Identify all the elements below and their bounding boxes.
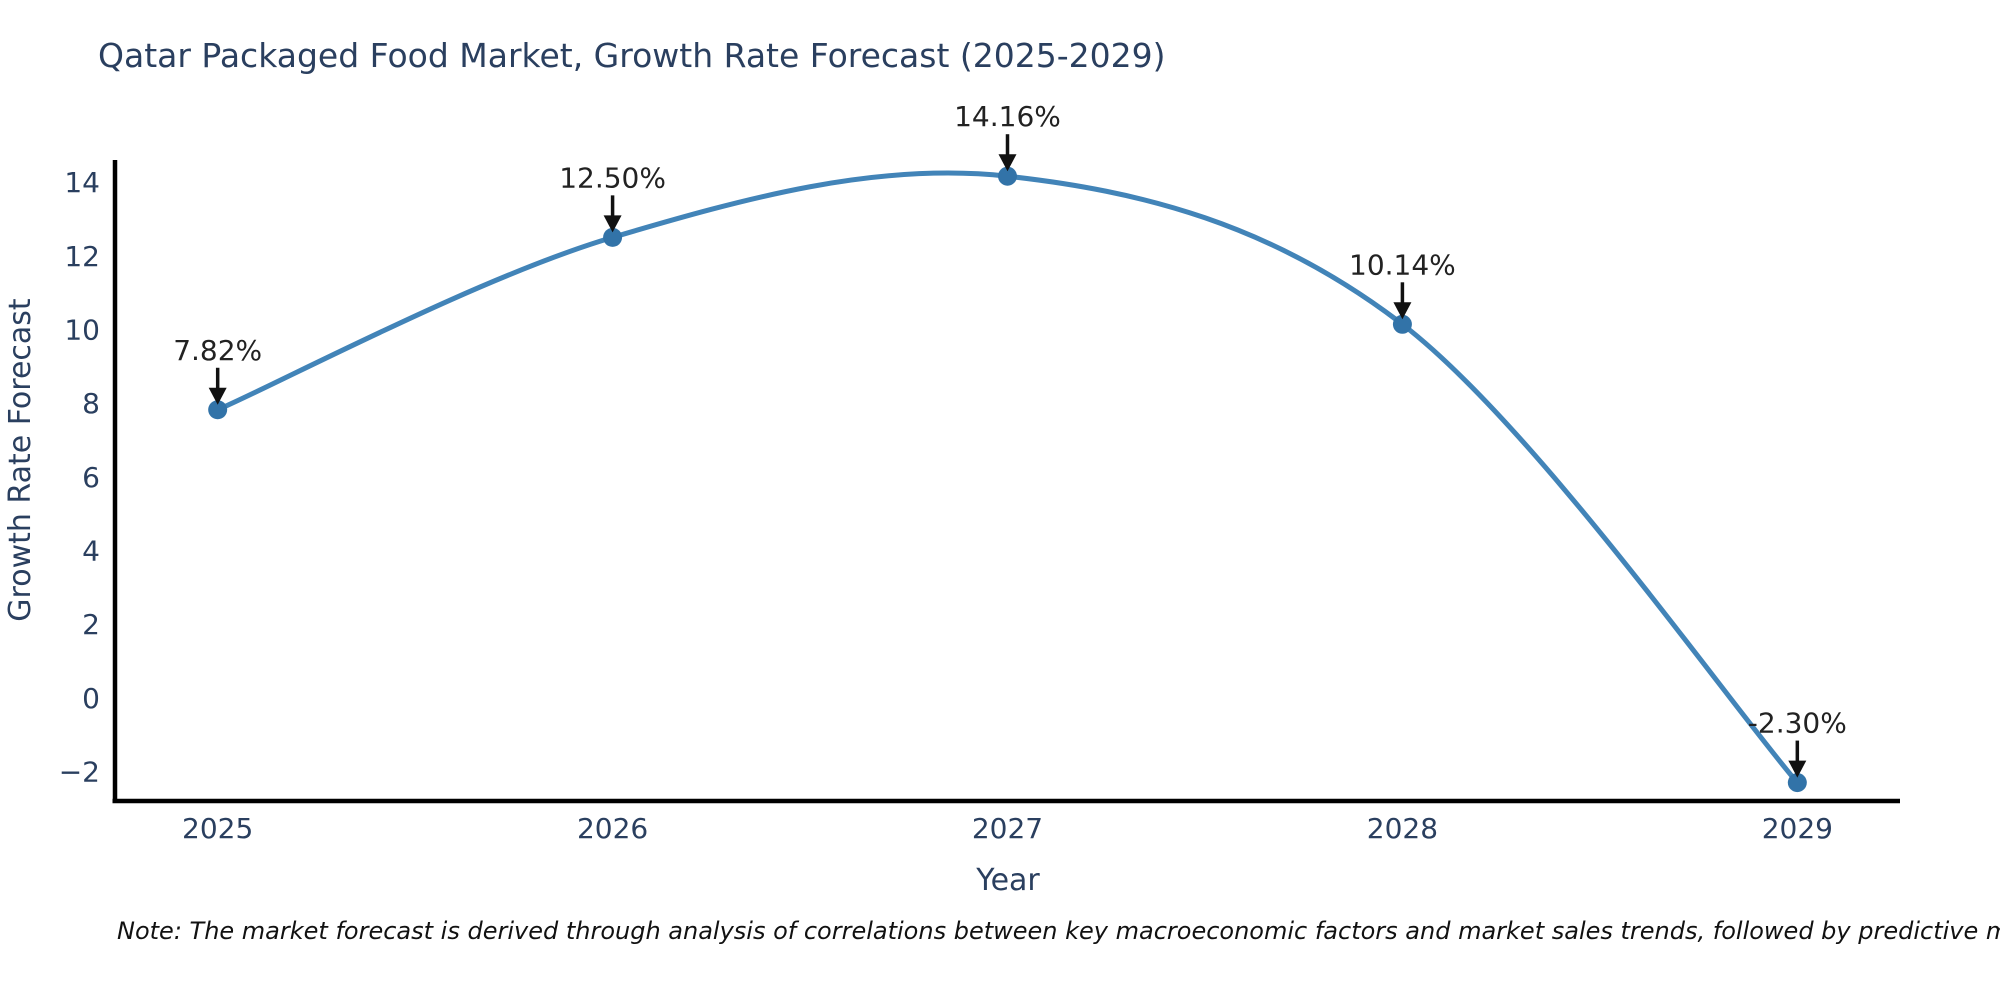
chart-title: Qatar Packaged Food Market, Growth Rate …	[98, 36, 1166, 75]
forecast-line	[215, 170, 1800, 786]
point-annotation-label: 10.14%	[1349, 248, 1456, 281]
point-annotation-label: -2.30%	[1748, 707, 1847, 740]
annotation-layer: 7.82% 12.50% 14.16% 10.14% -2.30%	[173, 100, 1847, 778]
y-tick-label: 6	[82, 461, 100, 494]
annotation-arrowhead-icon	[208, 387, 227, 405]
x-tick-label: 2025	[182, 812, 253, 845]
y-tick-label: 14	[64, 166, 100, 199]
x-tick-label: 2026	[577, 812, 648, 845]
annotation-arrowhead-icon	[1393, 302, 1412, 320]
y-tick-label: 4	[82, 534, 100, 567]
x-axis-tick-labels: 2025 2026 2027 2028 2029	[182, 812, 1833, 845]
annotation-arrowhead-icon	[603, 215, 622, 233]
point-annotation-label: 14.16%	[954, 100, 1061, 133]
y-tick-label: 8	[82, 387, 100, 420]
data-point-marker	[1787, 773, 1807, 793]
y-tick-label: −2	[59, 756, 100, 789]
data-point-marker	[208, 400, 228, 420]
data-point-marker	[603, 227, 623, 247]
point-annotation-label: 7.82%	[173, 334, 262, 367]
annotation-arrowhead-icon	[1788, 760, 1807, 778]
y-tick-label: 2	[82, 608, 100, 641]
x-tick-label: 2028	[1367, 812, 1438, 845]
annotation-arrowhead-icon	[998, 154, 1017, 172]
x-tick-label: 2029	[1762, 812, 1833, 845]
data-point-marker	[1392, 314, 1412, 334]
data-point-marker	[998, 166, 1017, 186]
x-tick-label: 2027	[972, 812, 1043, 845]
footnote: Note: The market forecast is derived thr…	[117, 917, 2000, 945]
y-tick-label: 10	[64, 313, 100, 346]
y-axis-tick-labels: −2 0 2 4 6 8 10 12 14	[59, 166, 100, 788]
series-layer	[208, 166, 1807, 793]
y-tick-label: 0	[82, 682, 100, 715]
point-annotation-label: 12.50%	[559, 161, 666, 194]
y-tick-label: 12	[64, 240, 100, 273]
x-axis-title: Year	[975, 863, 1040, 898]
y-axis-title: Growth Rate Forecast	[3, 298, 38, 622]
axis-lines	[112, 160, 1900, 804]
